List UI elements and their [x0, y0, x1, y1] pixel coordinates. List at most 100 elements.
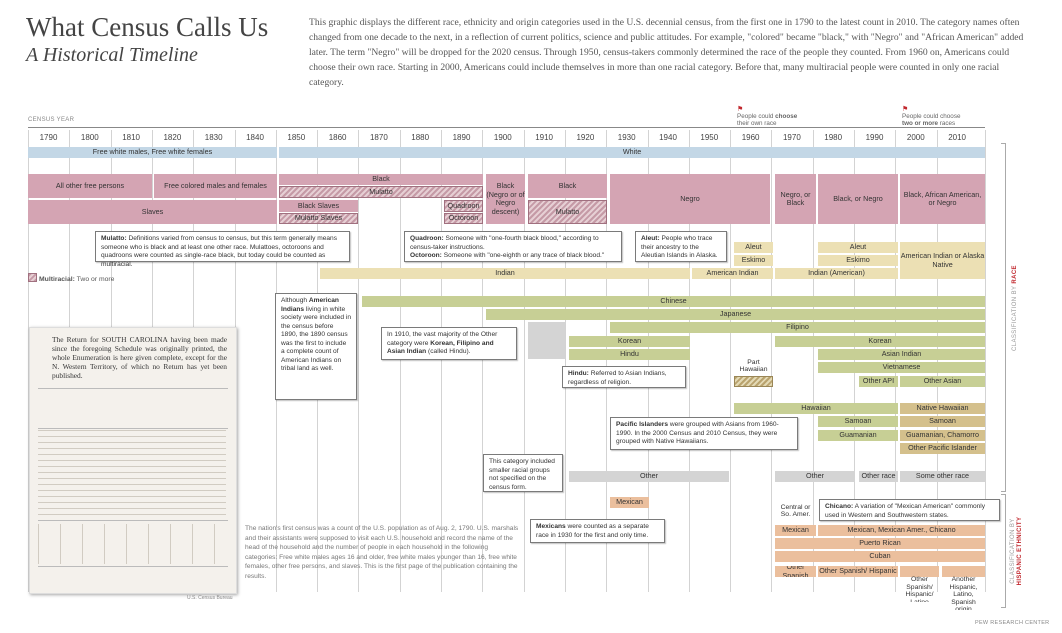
source-credit: PEW RESEARCH CENTER [975, 620, 1050, 626]
bar-samoan-1980: Samoan [818, 416, 898, 427]
flag-bold: choose [775, 113, 798, 120]
bar-another-hispanic [942, 566, 985, 577]
document-rule [38, 566, 228, 567]
side-label-race: CLASSIFICATION BY RACE [1012, 265, 1018, 351]
bar-other-1910 [528, 322, 565, 359]
note-other-1910: In 1910, the vast majority of the Other … [381, 327, 517, 360]
bar-guamanian-chamorro: Guamanian, Chamorro [900, 430, 985, 441]
bar-black-1850: Black [279, 174, 483, 185]
bar-other-race-1990: Other race [859, 471, 898, 482]
year-label-1910: 1910 [535, 133, 553, 142]
bar-other-spanish: Other Spanish [775, 566, 816, 577]
flag-bold: two or more [902, 120, 939, 127]
label-another-hispanic: Another Hispanic, Latino, Spanish origin [949, 576, 978, 610]
year-label-1880: 1880 [411, 133, 430, 142]
page-title: What Census Calls Us [26, 12, 269, 42]
bar-puerto-rican: Puerto Rican [775, 538, 985, 549]
bar-all-other-free: All other free persons [28, 174, 152, 198]
legend-label: Multiracial: [39, 276, 75, 283]
side-label-hispanic: CLASSIFICATION BY HISPANIC ETHNICITY [1010, 516, 1023, 586]
flag-icon: ⚑ [737, 106, 744, 113]
document-rule [38, 388, 228, 389]
bar-black-or-negro: Black, or Negro [818, 174, 898, 224]
decade-divider [895, 130, 896, 592]
bar-some-other-race: Some other race [900, 471, 985, 482]
bar-filipino: Filipino [610, 322, 985, 333]
bar-quadroon: Quadroon [444, 200, 483, 212]
flag-text: their own race [737, 120, 777, 127]
decade-divider [689, 130, 690, 592]
note-mexicans: Mexicans were counted as a separate race… [530, 519, 665, 543]
year-label-1900: 1900 [493, 133, 512, 142]
bar-slaves: Slaves [28, 200, 277, 224]
bar-free-white: Free white males, Free white females [28, 147, 277, 158]
bar-black-1900: Black (Negro or of Negro descent) [486, 174, 525, 224]
flag-text: People could [737, 113, 776, 120]
year-label-1840: 1840 [246, 133, 264, 142]
bar-eskimo-1980: Eskimo [818, 255, 898, 266]
bar-white: White [279, 147, 985, 158]
note-hindu: Hindu: Referred to Asian Indians, regard… [562, 366, 686, 388]
flag-icon: ⚑ [902, 106, 909, 113]
census-year-label: CENSUS YEAR [28, 117, 75, 123]
axis-line [28, 127, 985, 128]
bar-hawaiian: Hawaiian [734, 403, 898, 414]
year-label-1890: 1890 [452, 133, 471, 142]
legend-multiracial: Multiracial: Two or more [28, 273, 114, 283]
year-label-1950: 1950 [700, 133, 719, 142]
bar-chinese: Chinese [362, 296, 985, 307]
document-table-columns [38, 524, 226, 564]
year-label-1820: 1820 [163, 133, 182, 142]
bar-samoan-2000: Samoan [900, 416, 985, 427]
document-rule [38, 520, 228, 521]
decade-divider [771, 130, 772, 592]
year-label-1870: 1870 [369, 133, 388, 142]
year-label-1920: 1920 [576, 133, 595, 142]
year-label-2010: 2010 [948, 133, 966, 142]
bar-black-slaves: Black Slaves [279, 200, 358, 212]
bar-native-hawaiian: Native Hawaiian [900, 403, 985, 414]
bar-other-spanish-hispanic: Other Spanish/ Hispanic [818, 566, 898, 577]
bar-black-1910: Black [528, 174, 607, 198]
document-rule [38, 428, 228, 429]
bar-mexican-chicano: Mexican, Mexican Amer., Chicano [818, 525, 985, 536]
decade-divider [524, 130, 525, 592]
note-other-category: This category included smaller racial gr… [483, 454, 563, 492]
bar-korean-1970: Korean [775, 336, 985, 347]
year-label-1830: 1830 [204, 133, 223, 142]
decade-divider [565, 130, 566, 592]
flag-text: People could choose [902, 113, 961, 120]
year-label-1990: 1990 [865, 133, 884, 142]
decade-divider [648, 130, 649, 592]
bar-cuban: Cuban [775, 551, 985, 562]
year-label-1800: 1800 [80, 133, 99, 142]
decade-divider [730, 130, 731, 592]
bar-korean-1920: Korean [569, 336, 690, 347]
decade-divider [358, 130, 359, 592]
decade-divider [606, 130, 607, 592]
bar-japanese: Japanese [486, 309, 985, 320]
year-label-1810: 1810 [122, 133, 140, 142]
year-label-1790: 1790 [39, 133, 58, 142]
decade-divider [482, 130, 483, 592]
decade-divider [28, 130, 29, 592]
bar-other-asian: Other Asian [900, 376, 985, 387]
year-label-1940: 1940 [659, 133, 677, 142]
bar-other-1970: Other [775, 471, 855, 482]
year-label-1930: 1930 [617, 133, 636, 142]
note-american-indians: Although American Indians living in whit… [275, 293, 357, 400]
year-label-1970: 1970 [782, 133, 801, 142]
flag-choose-own-race: ⚑ People could choose their own race [737, 106, 797, 127]
document-text: The Return for SOUTH CAROLINA having bee… [52, 335, 227, 380]
year-label-1850: 1850 [287, 133, 306, 142]
bar-mexican-1930: Mexican [610, 497, 649, 508]
bar-octoroon: Octoroon [444, 213, 483, 224]
year-label-1980: 1980 [824, 133, 843, 142]
document-credit: U.S. Census Bureau [187, 595, 233, 601]
decade-divider [937, 130, 938, 592]
decade-divider [985, 130, 986, 592]
bar-part-hawaiian-hatch [734, 376, 773, 387]
bar-mulatto-1910: Mulatto [528, 200, 607, 224]
decade-divider [441, 130, 442, 592]
bar-other-pacific-islander: Other Pacific Islander [900, 443, 985, 454]
